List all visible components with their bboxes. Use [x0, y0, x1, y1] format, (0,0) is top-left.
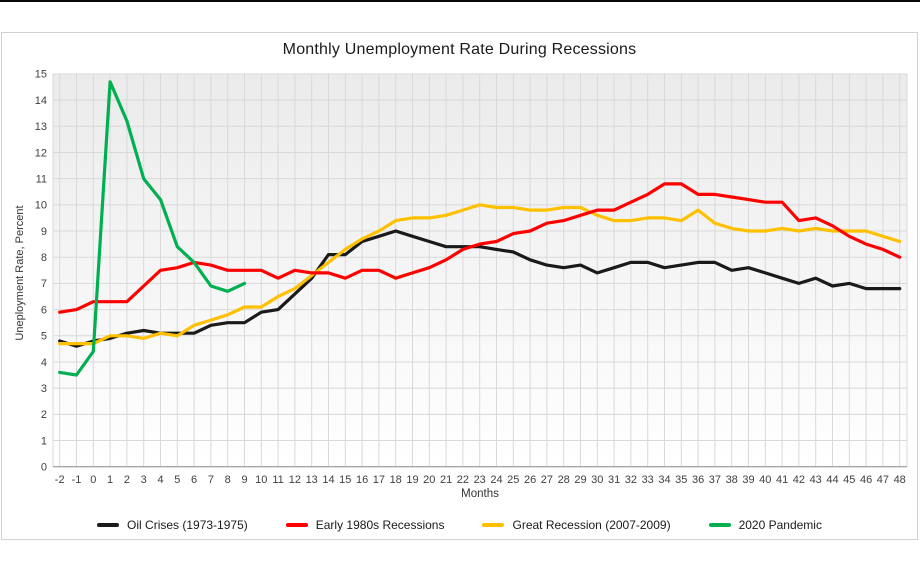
legend-item-2: Great Recession (2007-2009) — [482, 518, 671, 532]
legend-swatch-icon — [97, 523, 120, 527]
series-line-3 — [58, 80, 247, 377]
y-tick-label: 8 — [41, 252, 47, 264]
x-tick-label: 8 — [225, 474, 231, 486]
y-tick-label: 13 — [35, 121, 47, 133]
x-tick-label: 30 — [591, 474, 603, 486]
legend-item-3: 2020 Pandemic — [708, 518, 822, 532]
chart-title: Monthly Unemployment Rate During Recessi… — [282, 41, 637, 58]
x-tick-label: 33 — [642, 474, 654, 486]
y-tick-label: 6 — [41, 304, 47, 316]
x-tick-label: 4 — [157, 474, 163, 486]
y-tick-label: 10 — [35, 200, 47, 212]
legend-label: 2020 Pandemic — [738, 518, 822, 532]
x-tick-label: 48 — [894, 474, 906, 486]
x-tick-label: 41 — [776, 474, 788, 486]
x-tick-label: 14 — [322, 474, 334, 486]
x-tick-label: -1 — [72, 474, 82, 486]
legend-item-0: Oil Crises (1973-1975) — [97, 518, 248, 532]
y-tick-label: 3 — [41, 383, 47, 395]
legend-label: Early 1980s Recessions — [315, 518, 445, 532]
x-tick-label: 22 — [457, 474, 469, 486]
x-tick-label: 43 — [810, 474, 822, 486]
x-tick-label: 34 — [658, 474, 670, 486]
x-tick-label: 24 — [490, 474, 502, 486]
y-tick-label: 0 — [41, 462, 47, 474]
x-tick-label: 6 — [191, 474, 197, 486]
legend-swatch-icon — [482, 523, 505, 527]
x-tick-label: 25 — [507, 474, 519, 486]
x-tick-label: 36 — [692, 474, 704, 486]
x-tick-label: 37 — [709, 474, 721, 486]
legend-item-1: Early 1980s Recessions — [285, 518, 445, 532]
x-tick-label: 23 — [474, 474, 486, 486]
y-tick-label: 12 — [35, 147, 47, 159]
x-tick-label: 19 — [406, 474, 418, 486]
y-tick-label: 9 — [41, 226, 47, 238]
x-tick-label: 40 — [759, 474, 771, 486]
x-axis-title: Months — [461, 488, 499, 500]
y-tick-label: 5 — [41, 331, 47, 343]
x-tick-label: 13 — [306, 474, 318, 486]
x-tick-label: 38 — [726, 474, 738, 486]
x-tick-label: 5 — [174, 474, 180, 486]
y-tick-label: 4 — [41, 357, 47, 369]
legend-label: Great Recession (2007-2009) — [512, 518, 671, 532]
y-tick-label: 2 — [41, 409, 47, 421]
x-tick-label: 20 — [423, 474, 435, 486]
legend-swatch-icon — [708, 523, 731, 527]
x-tick-label: 26 — [524, 474, 536, 486]
x-tick-label: 44 — [826, 474, 838, 486]
x-tick-label: 7 — [208, 474, 214, 486]
x-tick-label: 32 — [625, 474, 637, 486]
x-tick-label: 18 — [390, 474, 402, 486]
x-tick-label: 2 — [124, 474, 130, 486]
x-tick-label: 12 — [289, 474, 301, 486]
x-tick-label: 27 — [541, 474, 553, 486]
series-line-2 — [58, 203, 902, 346]
x-tick-labels: -2 -1 0 1 2 3 4 5 6 7 8 9 10 11 12 13 14 15 16 17 18 19 20 21 22… — [55, 474, 906, 486]
x-tick-label: 10 — [255, 474, 267, 486]
window-top-edge — [0, 0, 920, 2]
x-tick-label: 16 — [356, 474, 368, 486]
x-tick-label: 46 — [860, 474, 872, 486]
y-tick-label: 11 — [36, 173, 47, 185]
x-tick-label: 9 — [241, 474, 247, 486]
x-tick-label: 3 — [141, 474, 147, 486]
x-tick-label: 47 — [877, 474, 889, 486]
x-tick-label: 15 — [339, 474, 351, 486]
chart-container: Monthly Unemployment Rate During Recessi… — [1, 32, 918, 540]
series-line-0 — [58, 229, 902, 348]
x-tick-label: 42 — [793, 474, 805, 486]
x-tick-label: 35 — [675, 474, 687, 486]
x-tick-label: -2 — [55, 474, 65, 486]
y-tick-label: 1 — [41, 435, 47, 447]
x-tick-label: 28 — [558, 474, 570, 486]
legend-label: Oil Crises (1973-1975) — [127, 518, 248, 532]
x-tick-label: 39 — [742, 474, 754, 486]
y-tick-label: 15 — [35, 69, 47, 81]
x-tick-label: 29 — [574, 474, 586, 486]
x-tick-label: 31 — [608, 474, 620, 486]
legend-swatch-icon — [285, 523, 308, 527]
x-tick-label: 1 — [107, 474, 113, 486]
y-tick-label: 7 — [41, 278, 47, 290]
x-tick-label: 45 — [843, 474, 855, 486]
y-tick-label: 14 — [35, 95, 47, 107]
x-tick-label: 21 — [440, 474, 452, 486]
x-tick-label: 11 — [272, 474, 283, 486]
x-tick-label: 17 — [373, 474, 385, 486]
series-line-1 — [58, 182, 902, 314]
x-tick-label: 0 — [90, 474, 96, 486]
legend: Oil Crises (1973-1975) Early 1980s Recess… — [2, 518, 917, 532]
